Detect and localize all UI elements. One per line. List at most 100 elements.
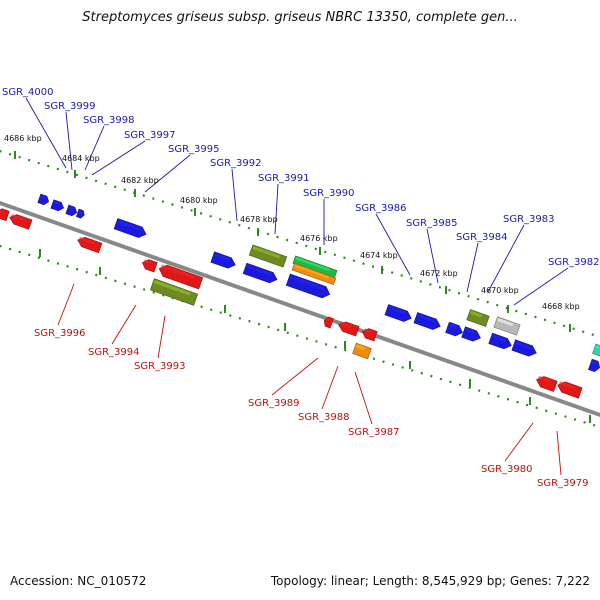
gene-leader-line bbox=[91, 140, 146, 176]
gene-block-3988[interactable] bbox=[361, 327, 378, 342]
gene-block-3984[interactable] bbox=[466, 309, 490, 327]
gene-block-3998[interactable] bbox=[65, 204, 78, 217]
gene-block-3985[interactable] bbox=[413, 312, 442, 331]
gene-shape bbox=[77, 236, 103, 254]
gene-block-3991[interactable] bbox=[248, 244, 288, 268]
gene-block-3995[interactable] bbox=[113, 218, 148, 239]
gene-highlight bbox=[117, 219, 141, 231]
gene-block-3997[interactable] bbox=[75, 208, 85, 219]
gene-highlight bbox=[53, 201, 60, 206]
gene-block-3994[interactable] bbox=[141, 258, 158, 273]
gene-highlight bbox=[497, 318, 514, 327]
gene-highlight bbox=[143, 259, 152, 265]
gene-label-4000[interactable]: SGR_4000 bbox=[2, 87, 54, 98]
gene-leader-line bbox=[321, 365, 339, 410]
gene-highlight bbox=[339, 321, 353, 328]
gene-leader-line bbox=[111, 304, 137, 345]
gene-leader-line bbox=[426, 228, 439, 284]
scale-tick-label: 4682 kbp bbox=[121, 176, 159, 185]
gene-label-3991[interactable]: SGR_3991 bbox=[258, 173, 310, 184]
gene-shape bbox=[37, 193, 50, 206]
gene-highlight bbox=[515, 341, 532, 350]
gene-label-3998[interactable]: SGR_3998 bbox=[83, 115, 135, 126]
gene-highlight bbox=[0, 208, 5, 214]
gene-shape bbox=[65, 204, 78, 217]
scale-tick-label: 4686 kbp bbox=[4, 134, 42, 143]
genome-backbone bbox=[0, 200, 600, 418]
gene-shape bbox=[488, 332, 512, 350]
gene-block-3992[interactable] bbox=[242, 262, 279, 285]
gene-leader-line bbox=[144, 154, 191, 193]
gene-leader-line bbox=[25, 97, 67, 169]
gene-label-3990[interactable]: SGR_3990 bbox=[303, 188, 355, 199]
gene-block-3993[interactable] bbox=[149, 278, 199, 306]
gene-block-3988[interactable] bbox=[337, 320, 360, 337]
gene-highlight bbox=[595, 345, 600, 349]
gene-block-3994[interactable] bbox=[157, 263, 204, 290]
gene-label-3982[interactable]: SGR_3982 bbox=[548, 257, 600, 268]
gene-label-3985[interactable]: SGR_3985 bbox=[406, 218, 458, 229]
gene-block-3982[interactable] bbox=[588, 358, 600, 373]
gene-label-3983[interactable]: SGR_3983 bbox=[503, 214, 555, 225]
gene-shape bbox=[338, 321, 360, 337]
gene-label-3993[interactable]: SGR_3993 bbox=[134, 361, 186, 372]
gene-highlight bbox=[470, 310, 483, 318]
gene-shape bbox=[557, 381, 583, 399]
gene-shape bbox=[588, 358, 600, 373]
gene-leader-line bbox=[354, 371, 373, 425]
gene-block-3990[interactable] bbox=[285, 273, 331, 300]
gene-shape bbox=[445, 321, 463, 337]
gene-leader-line bbox=[231, 168, 238, 222]
gene-label-3986[interactable]: SGR_3986 bbox=[355, 203, 407, 214]
gene-block-3982[interactable] bbox=[488, 332, 513, 351]
gene-highlight bbox=[153, 279, 191, 296]
gene-shape bbox=[536, 376, 558, 392]
gene-shape bbox=[466, 309, 490, 327]
gene-highlight bbox=[325, 317, 330, 321]
gene-highlight bbox=[464, 328, 476, 335]
scale-tick-label: 4672 kbp bbox=[420, 269, 458, 278]
gene-block-3982[interactable] bbox=[592, 343, 600, 357]
gene-highlight bbox=[559, 381, 576, 390]
gene-block-3979[interactable] bbox=[556, 380, 583, 399]
gene-label-3997[interactable]: SGR_3997 bbox=[124, 130, 176, 141]
gene-block-3992[interactable] bbox=[210, 251, 237, 270]
gene-label-3996[interactable]: SGR_3996 bbox=[34, 328, 86, 339]
gene-label-3989[interactable]: SGR_3989 bbox=[248, 398, 300, 409]
gene-block-3996[interactable] bbox=[0, 207, 10, 222]
gene-leader-line bbox=[487, 224, 525, 293]
gene-block-3985[interactable] bbox=[461, 326, 483, 343]
gene-label-3984[interactable]: SGR_3984 bbox=[456, 232, 508, 243]
gene-label-3987[interactable]: SGR_3987 bbox=[348, 427, 400, 438]
gene-leader-line bbox=[513, 267, 569, 306]
gene-leader-line bbox=[556, 430, 562, 476]
gene-block-3985[interactable] bbox=[445, 321, 465, 338]
gene-shape bbox=[362, 328, 378, 342]
gene-block-3986[interactable] bbox=[384, 304, 413, 323]
gene-block-3994[interactable] bbox=[76, 235, 103, 254]
gene-label-3995[interactable]: SGR_3995 bbox=[168, 144, 220, 155]
gene-label-3992[interactable]: SGR_3992 bbox=[210, 158, 262, 169]
gene-block-4000[interactable] bbox=[37, 193, 50, 206]
gene-block-3980[interactable] bbox=[535, 374, 558, 392]
gene-block-3996[interactable] bbox=[8, 213, 33, 230]
gene-highlight bbox=[40, 195, 46, 200]
gene-leader-line bbox=[84, 125, 105, 171]
scale-tick-label: 4684 kbp bbox=[62, 154, 100, 163]
accession-text: Accession: NC_010572 bbox=[10, 574, 147, 588]
gene-label-3999[interactable]: SGR_3999 bbox=[44, 101, 96, 112]
gene-label-3979[interactable]: SGR_3979 bbox=[537, 478, 589, 489]
gene-label-3994[interactable]: SGR_3994 bbox=[88, 347, 140, 358]
gene-block-3982[interactable] bbox=[511, 339, 538, 358]
gene-block-3983[interactable] bbox=[493, 316, 521, 336]
gene-label-3980[interactable]: SGR_3980 bbox=[481, 464, 533, 475]
gene-label-3988[interactable]: SGR_3988 bbox=[298, 412, 350, 423]
gene-block-3990[interactable] bbox=[291, 262, 337, 286]
gene-highlight bbox=[492, 334, 507, 342]
gene-block-3989[interactable] bbox=[323, 316, 334, 329]
scale-tick-label: 4674 kbp bbox=[360, 251, 398, 260]
gene-label-leaders bbox=[25, 97, 569, 476]
gene-block-3999[interactable] bbox=[50, 199, 65, 212]
gene-block-3987[interactable] bbox=[352, 342, 372, 360]
